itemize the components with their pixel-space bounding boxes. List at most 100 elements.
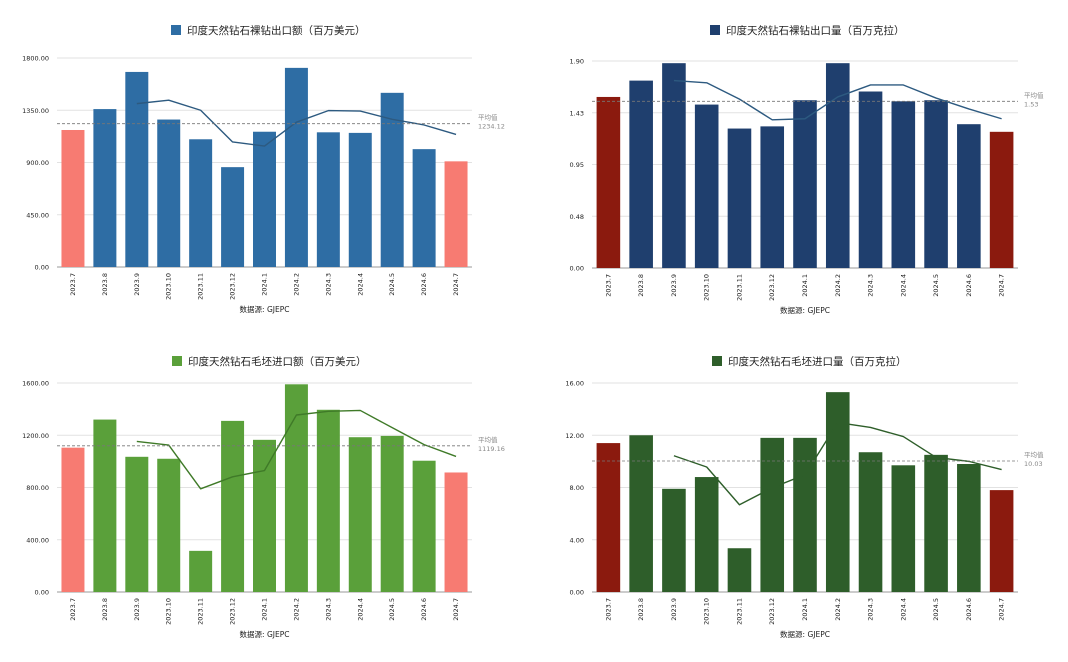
x-tick-label: 2023.7 xyxy=(69,598,77,621)
legend-swatch xyxy=(172,356,182,366)
x-tick-label: 2024.7 xyxy=(452,598,460,621)
data-source: 数据源: GJEPC xyxy=(780,305,830,315)
bar xyxy=(662,488,686,592)
x-tick-label: 2024.6 xyxy=(420,273,428,296)
y-tick-label: 1350.00 xyxy=(22,107,49,115)
bar xyxy=(957,124,981,268)
bar xyxy=(93,419,117,592)
chart-panel-export-volume: 印度天然钻石裸钻出口量（百万克拉） 0.00 0.48 0.95 1.43 1.90 平均值… xyxy=(534,0,1068,331)
chart-title: 印度天然钻石裸钻出口额（百万美元） xyxy=(187,24,366,37)
chart-import-value: 印度天然钻石毛坯进口额（百万美元） 0.00 400.00 800.00 1200.00… xyxy=(22,355,505,639)
bar xyxy=(221,167,245,267)
x-tick-label: 2024.5 xyxy=(388,273,396,296)
x-tick-label: 2023.8 xyxy=(101,273,109,296)
bar xyxy=(380,435,404,592)
y-tick-label: 1600.00 xyxy=(22,380,49,388)
x-tick-label: 2023.11 xyxy=(735,598,743,625)
y-tick-label: 1.90 xyxy=(570,58,584,66)
x-tick-label: 2023.12 xyxy=(229,273,237,300)
bar xyxy=(629,80,653,268)
chart-title: 印度天然钻石毛坯进口量（百万克拉） xyxy=(728,355,907,368)
average-value: 10.03 xyxy=(1024,460,1043,468)
x-tick-label: 2023.7 xyxy=(69,273,77,296)
x-tick-label: 2024.3 xyxy=(867,274,875,297)
bar xyxy=(348,437,372,592)
bar xyxy=(189,550,213,592)
bar xyxy=(924,454,948,592)
bar xyxy=(157,458,181,592)
x-tick-label: 2023.10 xyxy=(165,598,173,625)
x-tick-label: 2023.11 xyxy=(735,274,743,301)
x-tick-label: 2024.3 xyxy=(324,598,332,621)
x-tick-label: 2024.7 xyxy=(452,273,460,296)
x-tick-label: 2023.7 xyxy=(604,274,612,297)
x-tick-label: 2023.12 xyxy=(229,598,237,625)
x-tick-label: 2024.6 xyxy=(420,598,428,621)
x-tick-label: 2023.9 xyxy=(670,598,678,621)
bar xyxy=(957,463,981,592)
x-tick-label: 2023.11 xyxy=(197,598,205,625)
bar xyxy=(858,452,883,592)
bar xyxy=(444,161,468,267)
x-tick-label: 2024.1 xyxy=(801,274,809,297)
bar xyxy=(989,490,1014,592)
x-tick-label: 2024.7 xyxy=(998,598,1006,621)
bar xyxy=(316,132,340,267)
x-tick-label: 2023.7 xyxy=(604,598,612,621)
y-tick-label: 0.00 xyxy=(35,589,49,597)
bar xyxy=(694,477,719,592)
bar xyxy=(316,409,340,592)
bar xyxy=(629,435,653,592)
x-tick-label: 2024.7 xyxy=(998,274,1006,297)
bar xyxy=(284,384,308,592)
bar xyxy=(858,91,883,268)
x-tick-label: 2024.2 xyxy=(834,274,842,297)
average-label: 平均值 xyxy=(1024,450,1044,459)
x-tick-label: 2024.1 xyxy=(801,598,809,621)
bar xyxy=(61,129,85,267)
y-tick-label: 800.00 xyxy=(26,484,49,492)
x-tick-label: 2024.1 xyxy=(261,598,269,621)
x-tick-label: 2024.4 xyxy=(899,274,907,297)
chart-panel-export-value: 印度天然钻石裸钻出口额（百万美元） 0.00 450.00 900.00 1350.00… xyxy=(0,0,534,331)
average-value: 1.53 xyxy=(1024,100,1038,108)
x-tick-label: 2023.12 xyxy=(768,598,776,625)
y-tick-label: 900.00 xyxy=(26,159,49,167)
bar xyxy=(348,132,372,267)
bar xyxy=(891,101,916,269)
x-tick-label: 2024.1 xyxy=(261,273,269,296)
x-tick-label: 2024.3 xyxy=(867,598,875,621)
bar xyxy=(189,139,213,267)
bar xyxy=(760,437,785,592)
chart-title: 印度天然钻石裸钻出口量（百万克拉） xyxy=(726,24,905,37)
x-tick-label: 2024.4 xyxy=(899,598,907,621)
chart-panel-import-value: 印度天然钻石毛坯进口额（百万美元） 0.00 400.00 800.00 1200.00… xyxy=(0,331,534,662)
x-tick-label: 2024.5 xyxy=(388,598,396,621)
bar xyxy=(825,392,850,592)
x-tick-label: 2023.9 xyxy=(133,598,141,621)
y-tick-label: 1200.00 xyxy=(22,432,49,440)
chart-export-volume: 印度天然钻石裸钻出口量（百万克拉） 0.00 0.48 0.95 1.43 1.90 平均值… xyxy=(570,24,1044,315)
x-tick-label: 2023.9 xyxy=(670,274,678,297)
bar xyxy=(891,465,916,592)
bar xyxy=(825,63,850,268)
data-source: 数据源: GJEPC xyxy=(780,629,830,639)
y-tick-label: 450.00 xyxy=(26,211,49,219)
x-tick-label: 2023.12 xyxy=(768,274,776,301)
bar xyxy=(727,128,752,268)
x-tick-label: 2023.8 xyxy=(637,598,645,621)
moving-average-line xyxy=(136,99,457,147)
chart-title: 印度天然钻石毛坯进口额（百万美元） xyxy=(188,355,367,368)
x-tick-label: 2023.10 xyxy=(703,274,711,301)
bar xyxy=(61,447,85,592)
average-label: 平均值 xyxy=(1024,90,1044,99)
x-tick-label: 2024.2 xyxy=(834,598,842,621)
x-tick-label: 2023.9 xyxy=(133,273,141,296)
bar xyxy=(727,548,752,592)
x-tick-label: 2024.6 xyxy=(965,274,973,297)
bar xyxy=(694,104,719,268)
bar xyxy=(125,71,149,267)
average-label: 平均值 xyxy=(478,113,498,122)
bar xyxy=(662,63,686,268)
y-tick-label: 0.00 xyxy=(570,265,584,273)
